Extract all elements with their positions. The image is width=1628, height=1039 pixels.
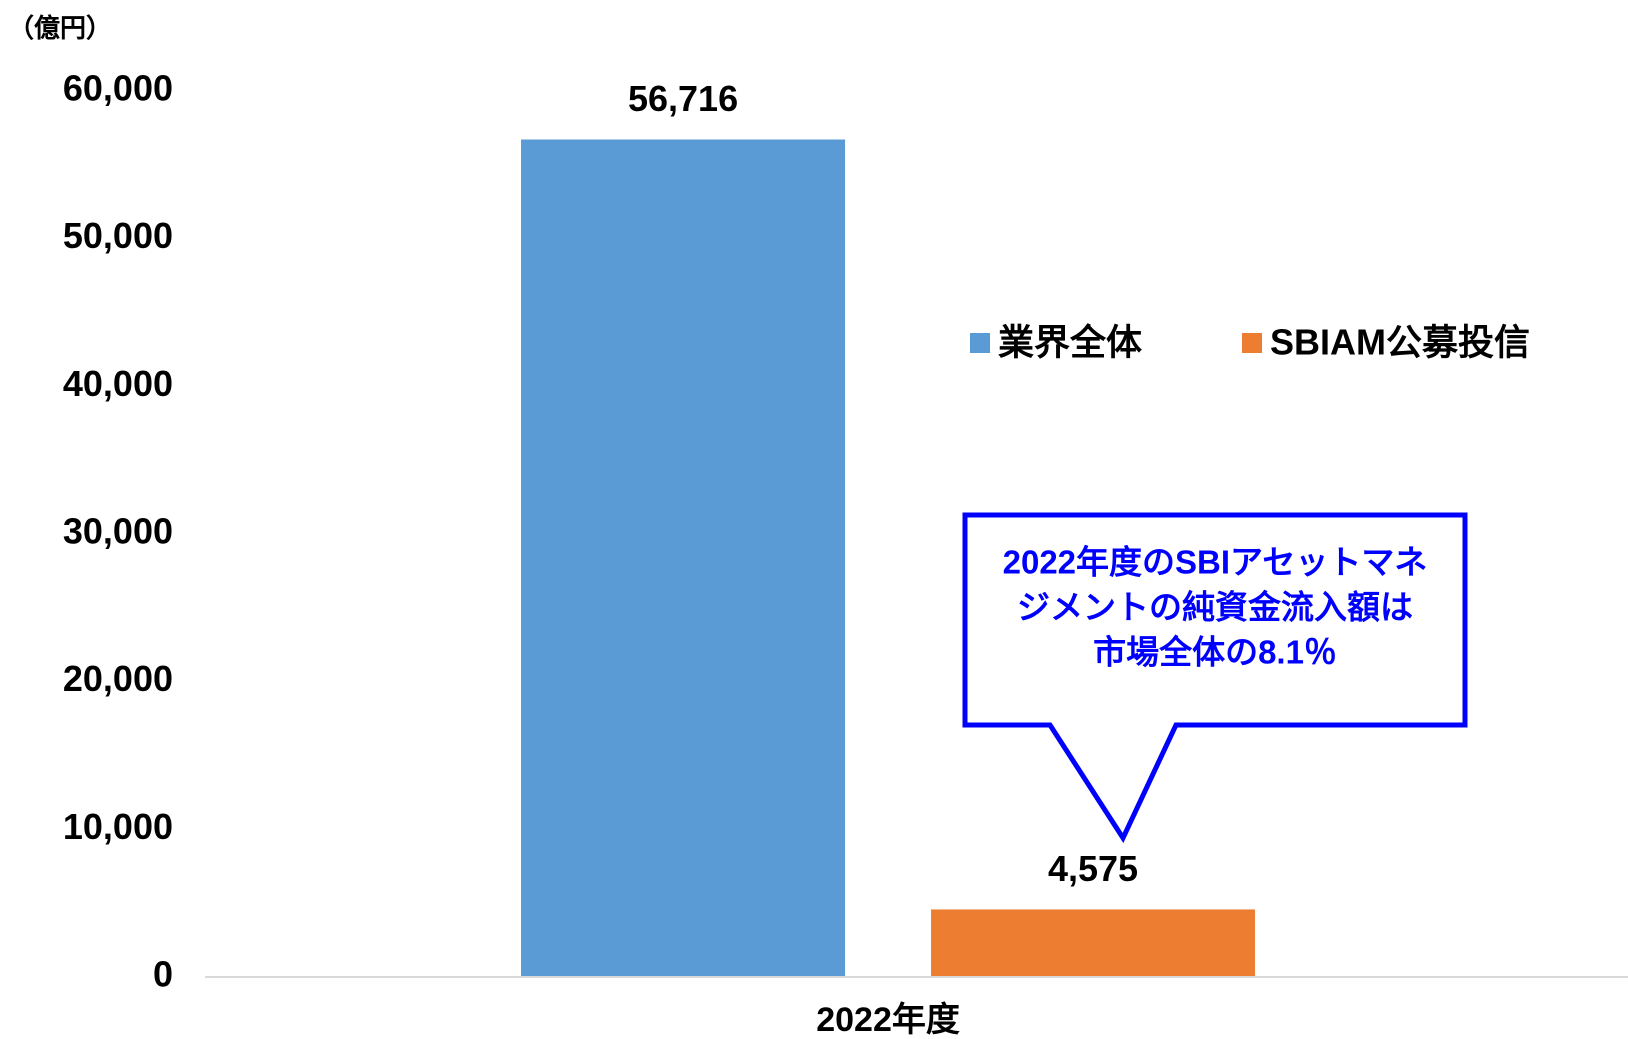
legend-label: SBIAM公募投信 — [1270, 322, 1530, 363]
y-tick-label: 0 — [153, 954, 173, 995]
annotation-line: 市場全体の8.1％ — [1093, 634, 1337, 671]
legend-swatch — [1242, 333, 1262, 353]
y-tick-label: 20,000 — [63, 658, 173, 699]
annotation-line: 2022年度のSBIアセットマネ — [1003, 544, 1428, 581]
x-tick-label: 2022年度 — [816, 1001, 960, 1039]
bar — [521, 139, 846, 978]
bar — [931, 909, 1256, 977]
data-label: 56,716 — [628, 78, 738, 119]
y-tick-label: 10,000 — [63, 806, 173, 847]
y-tick-label: 50,000 — [63, 215, 173, 256]
callout-box — [962, 512, 1468, 844]
y-tick-label: 40,000 — [63, 363, 173, 404]
data-label: 4,575 — [1048, 848, 1138, 889]
y-tick-label: 30,000 — [63, 511, 173, 552]
legend-label: 業界全体 — [998, 322, 1142, 363]
y-tick-label: 60,000 — [63, 68, 173, 109]
annotation-line: ジメントの純資金流入額は — [1017, 589, 1413, 626]
legend-swatch — [970, 333, 990, 353]
unit-label: （億円） — [8, 13, 112, 43]
